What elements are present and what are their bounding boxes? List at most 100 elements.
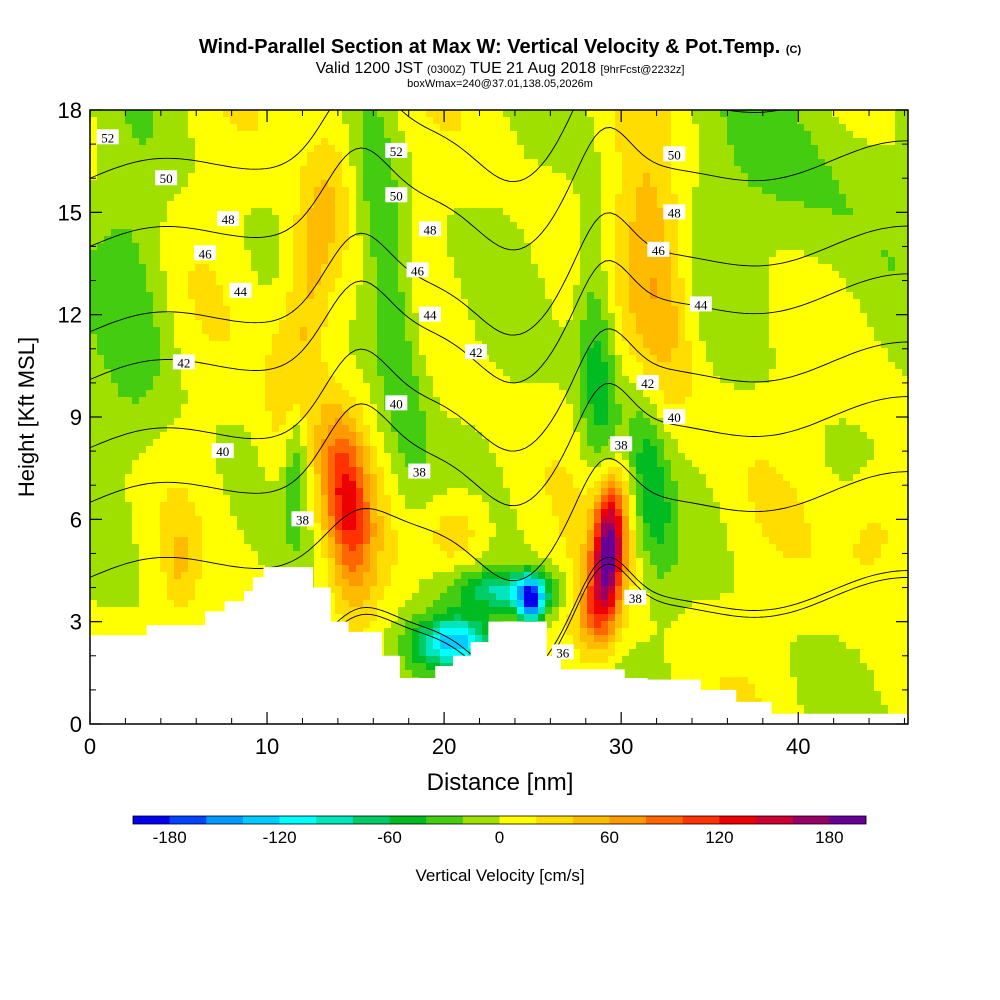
velocity-cell <box>328 404 336 412</box>
velocity-cell <box>510 278 518 286</box>
velocity-cell <box>769 201 777 209</box>
velocity-cell <box>251 348 259 356</box>
velocity-cell <box>370 124 378 132</box>
velocity-cell <box>314 208 322 216</box>
velocity-cell <box>489 383 497 391</box>
velocity-cell <box>489 264 497 272</box>
velocity-cell <box>419 201 427 209</box>
velocity-cell <box>734 138 742 146</box>
velocity-cell <box>433 334 441 342</box>
velocity-cell <box>867 306 875 314</box>
velocity-cell <box>118 152 126 160</box>
velocity-cell <box>510 236 518 244</box>
velocity-cell <box>832 173 840 181</box>
velocity-cell <box>552 313 560 321</box>
velocity-cell <box>188 215 196 223</box>
velocity-cell <box>888 313 896 321</box>
velocity-cell <box>573 201 581 209</box>
velocity-cell <box>258 362 266 370</box>
velocity-cell <box>755 110 763 118</box>
velocity-cell <box>286 138 294 146</box>
velocity-cell <box>314 292 322 300</box>
velocity-cell <box>594 117 602 125</box>
velocity-cell <box>125 201 133 209</box>
velocity-cell <box>202 166 210 174</box>
velocity-cell <box>174 306 182 314</box>
velocity-cell <box>566 278 574 286</box>
velocity-cell <box>433 355 441 363</box>
velocity-cell <box>678 313 686 321</box>
velocity-cell <box>489 362 497 370</box>
velocity-cell <box>321 257 329 265</box>
velocity-cell <box>188 229 196 237</box>
velocity-cell <box>790 390 798 398</box>
velocity-cell <box>559 369 567 377</box>
velocity-cell <box>384 166 392 174</box>
velocity-cell <box>720 376 728 384</box>
velocity-cell <box>272 334 280 342</box>
velocity-cell <box>664 173 672 181</box>
velocity-cell <box>741 208 749 216</box>
velocity-cell <box>748 376 756 384</box>
velocity-cell <box>734 236 742 244</box>
velocity-cell <box>237 229 245 237</box>
velocity-cell <box>377 404 385 412</box>
velocity-cell <box>699 159 707 167</box>
velocity-cell <box>398 327 406 335</box>
velocity-cell <box>517 327 525 335</box>
velocity-cell <box>741 187 749 195</box>
velocity-cell <box>804 159 812 167</box>
velocity-cell <box>846 390 854 398</box>
velocity-cell <box>300 173 308 181</box>
velocity-cell <box>664 257 672 265</box>
velocity-cell <box>825 397 833 405</box>
velocity-cell <box>741 138 749 146</box>
velocity-cell <box>111 397 119 405</box>
velocity-cell <box>776 194 784 202</box>
velocity-cell <box>608 208 616 216</box>
velocity-cell <box>657 334 665 342</box>
velocity-cell <box>755 250 763 258</box>
velocity-cell <box>566 187 574 195</box>
velocity-cell <box>587 243 595 251</box>
velocity-cell <box>482 131 490 139</box>
velocity-cell <box>97 201 105 209</box>
velocity-cell <box>727 334 735 342</box>
velocity-cell <box>804 376 812 384</box>
velocity-cell <box>489 327 497 335</box>
velocity-cell <box>664 327 672 335</box>
velocity-cell <box>349 145 357 153</box>
velocity-cell <box>125 138 133 146</box>
velocity-cell <box>209 271 217 279</box>
velocity-cell <box>349 383 357 391</box>
velocity-cell <box>573 292 581 300</box>
velocity-cell <box>601 404 609 412</box>
velocity-cell <box>195 369 203 377</box>
velocity-cell <box>216 159 224 167</box>
velocity-cell <box>517 355 525 363</box>
velocity-cell <box>888 159 896 167</box>
velocity-cell <box>559 131 567 139</box>
velocity-cell <box>615 292 623 300</box>
velocity-cell <box>209 257 217 265</box>
velocity-cell <box>209 369 217 377</box>
velocity-cell <box>755 208 763 216</box>
velocity-cell <box>272 271 280 279</box>
velocity-cell <box>552 299 560 307</box>
velocity-cell <box>405 138 413 146</box>
velocity-cell <box>552 187 560 195</box>
velocity-cell <box>321 285 329 293</box>
velocity-cell <box>573 341 581 349</box>
velocity-cell <box>111 292 119 300</box>
velocity-cell <box>356 306 364 314</box>
velocity-cell <box>678 327 686 335</box>
velocity-cell <box>90 229 98 237</box>
velocity-cell <box>671 110 679 118</box>
velocity-cell <box>293 348 301 356</box>
velocity-cell <box>804 285 812 293</box>
velocity-cell <box>748 369 756 377</box>
velocity-cell <box>818 208 826 216</box>
velocity-cell <box>293 110 301 118</box>
velocity-cell <box>370 215 378 223</box>
velocity-cell <box>265 215 273 223</box>
